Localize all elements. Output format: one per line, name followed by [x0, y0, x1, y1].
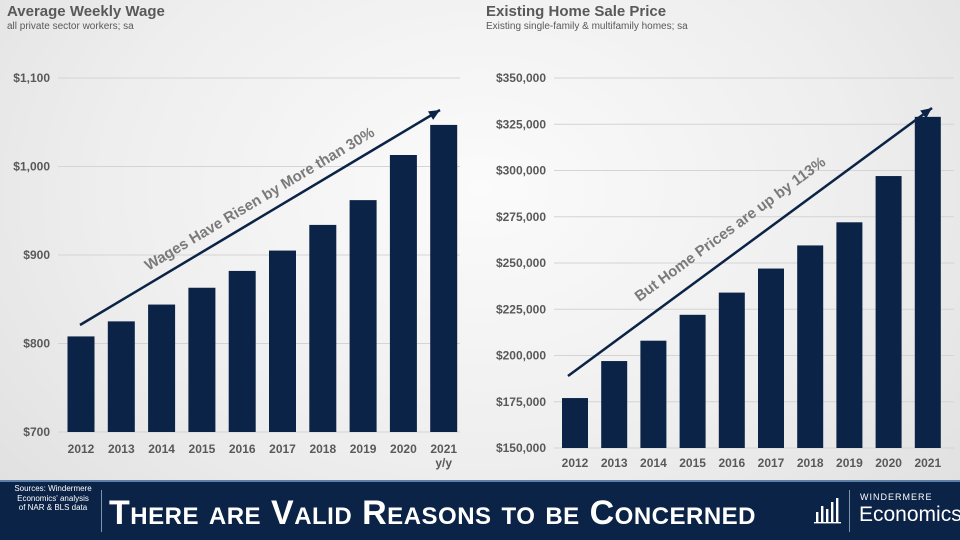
footer-banner: Sources: Windermere Economics' analysis …: [0, 480, 960, 540]
wage-bar: [148, 304, 176, 432]
wage-x-tick-label: 2018: [309, 442, 336, 456]
wage-x-tick-label: 2013: [108, 442, 135, 456]
price-bar: [640, 340, 667, 448]
wage-x-tick-label: 2016: [229, 442, 256, 456]
wage-x-tick-label: 2019: [350, 442, 377, 456]
wage-chart-title: Average Weekly Wage: [7, 3, 165, 20]
wage-bar-chart: $700 $800 $900 $1,000 $1,100 2012 2013 2014 2015…: [13, 71, 460, 470]
wage-chart-subtitle: all private sector workers; sa: [7, 21, 134, 32]
wage-bar: [269, 250, 296, 432]
price-x-tick-label: 2014: [640, 456, 667, 470]
wage-bar: [349, 200, 377, 432]
wage-bar: [389, 154, 417, 432]
price-x-tick-label: 2013: [601, 456, 628, 470]
footer-divider-left: [101, 490, 102, 532]
wage-annotation: Wages Have Risen by More than 30%: [142, 124, 378, 274]
footer-top-rule: [0, 480, 960, 482]
price-x-tick-label: 2019: [836, 456, 863, 470]
wage-bar: [67, 336, 95, 432]
wage-bar: [309, 224, 337, 432]
price-y-tick-label: $300,000: [496, 164, 546, 178]
price-x-tick-label: 2021: [914, 456, 941, 470]
price-trend-arrow: [567, 106, 933, 378]
price-y-tick-label: $250,000: [496, 256, 546, 270]
price-y-tick-label: $225,000: [496, 302, 546, 316]
price-bar: [679, 314, 706, 448]
wage-y-tick-label: $800: [23, 337, 50, 351]
price-bar: [836, 222, 863, 448]
price-x-tick-label: 2012: [562, 456, 589, 470]
price-bar: [601, 361, 628, 448]
price-x-tick-label: 2017: [758, 456, 785, 470]
price-bar: [758, 268, 784, 448]
price-bar: [914, 116, 941, 448]
price-bar: [875, 176, 902, 449]
home-price-chart-subtitle: Existing single-family & multifamily hom…: [486, 21, 688, 32]
price-y-tick-label: $350,000: [496, 71, 546, 85]
wage-y-tick-label: $1,000: [13, 160, 50, 174]
brand-name-bottom: Economics: [859, 503, 960, 526]
wage-y-tick-label: $900: [23, 248, 50, 262]
home-price-chart-panel: Existing Home Sale Price Existing single…: [480, 0, 960, 480]
bar-chart-logo-icon: [813, 496, 843, 524]
footer-divider-right: [849, 490, 850, 532]
home-price-chart-title: Existing Home Sale Price: [486, 3, 667, 20]
price-y-tick-label: $325,000: [496, 117, 546, 131]
home-price-bar-chart: $150,000 $175,000 $200,000 $225,000 $250,000…: [496, 71, 954, 470]
price-x-tick-label: 2015: [679, 456, 706, 470]
wage-x-tick-label: 2014: [148, 442, 175, 456]
wage-y-tick-label: $700: [23, 425, 50, 439]
wage-bar: [188, 287, 216, 432]
wage-bar: [228, 270, 256, 432]
price-y-tick-label: $200,000: [496, 349, 546, 363]
price-y-tick-label: $275,000: [496, 210, 546, 224]
price-bar: [562, 398, 588, 448]
price-trend-arrowhead: [920, 108, 932, 119]
price-y-tick-label: $175,000: [496, 395, 546, 409]
wage-y-tick-label: $1,100: [13, 71, 50, 85]
wage-x-tick-label: 2021 y/y: [430, 442, 457, 470]
price-bar: [797, 245, 824, 448]
wage-bar: [430, 124, 458, 432]
price-y-tick-label: $150,000: [496, 441, 546, 455]
wage-x-tick-label: 2020: [390, 442, 417, 456]
wage-x-tick-label: 2015: [189, 442, 216, 456]
price-x-tick-label: 2018: [797, 456, 824, 470]
wage-bar: [107, 321, 135, 432]
brand-name-top: WINDERMERE: [860, 492, 933, 502]
sources-note: Sources: Windermere Economics' analysis …: [14, 484, 92, 512]
price-x-tick-label: 2016: [718, 456, 745, 470]
wage-trend-arrowhead: [427, 110, 440, 120]
price-x-tick-label: 2020: [875, 456, 902, 470]
slide-headline: There are Valid Reasons to be Concerned: [109, 494, 757, 532]
wage-x-tick-label: 2017: [269, 442, 296, 456]
wage-x-tick-label: 2012: [68, 442, 95, 456]
wage-chart-panel: Average Weekly Wage all private sector w…: [0, 0, 480, 480]
wage-trend-arrow: [79, 108, 441, 327]
price-bar: [718, 292, 745, 448]
